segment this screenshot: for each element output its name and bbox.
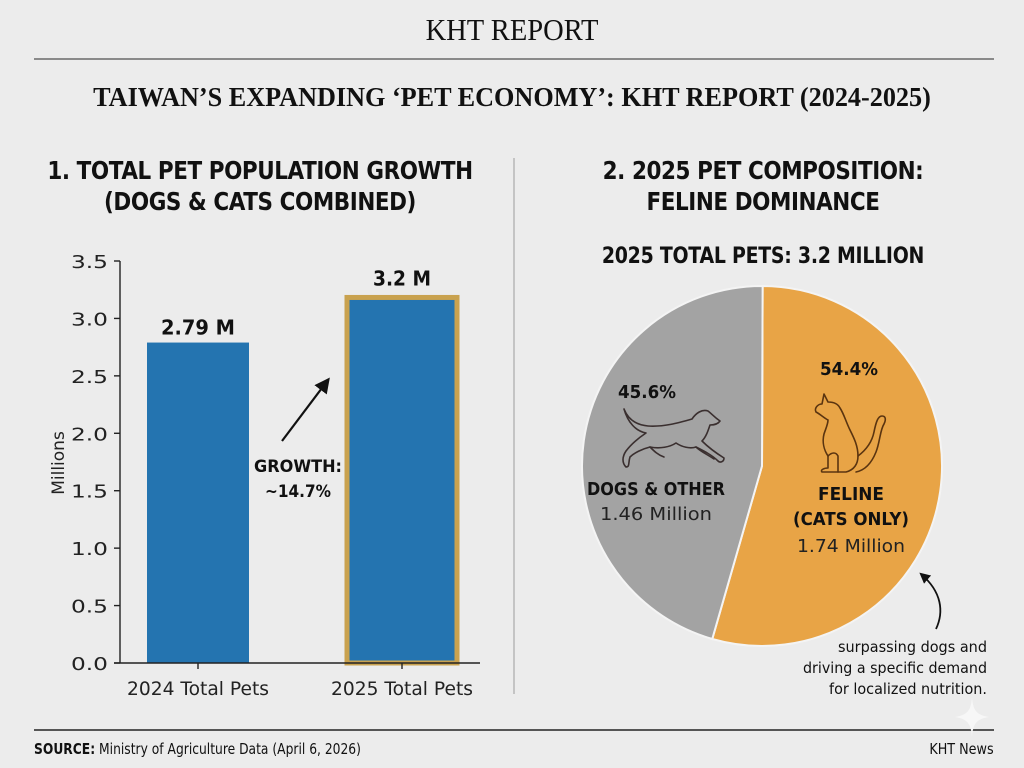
annotation-arrow (919, 572, 942, 630)
source-label: SOURCE: (34, 740, 96, 758)
section2-title-line1: 2. 2025 PET COMPOSITION: (602, 156, 924, 185)
y-axis: 0.0 0.5 1.0 1.5 2.0 2.5 3.0 3.5 (71, 252, 121, 675)
pie-slices (581, 284, 943, 647)
annotation-line-2: driving a specific demand (803, 659, 987, 677)
bar-data-label: 2.79 M (161, 316, 235, 340)
page-title: TAIWAN’S EXPANDING ‘PET ECONOMY’: KHT RE… (93, 82, 931, 112)
feline-percent-label: 54.4% (820, 359, 878, 380)
dogs-label: DOGS & OTHER (587, 479, 725, 500)
cat-icon (814, 393, 887, 473)
sparkle-icon (955, 697, 989, 737)
footer-brand: KHT News (929, 740, 994, 758)
y-tick-label: 2.0 (71, 424, 108, 445)
section-divider (513, 158, 515, 694)
section2-title: 2. 2025 PET COMPOSITION: FELINE DOMINANC… (548, 155, 978, 217)
footer-rule (34, 729, 994, 731)
bar-2024 (147, 342, 249, 663)
section1-title: 1. TOTAL PET POPULATION GROWTH (DOGS & C… (45, 155, 475, 217)
growth-annotation: GROWTH: ~14.7% (254, 377, 342, 502)
y-tick-label: 3.5 (71, 252, 108, 273)
y-tick-label: 0.5 (71, 597, 108, 618)
x-tick-label: 2024 Total Pets (127, 678, 269, 700)
header-rule (34, 58, 994, 60)
growth-value: ~14.7% (265, 482, 331, 502)
pie-chart: 45.6% DOGS & OTHER 1.46 Million 54.4% FE… (581, 284, 987, 698)
footer-source: SOURCE: Ministry of Agriculture Data (Ap… (34, 740, 361, 758)
section2-title-line2: FELINE DOMINANCE (646, 187, 880, 216)
bar-2025 (344, 294, 460, 666)
bar-data-label: 3.2 M (373, 266, 431, 290)
dog-icon (622, 408, 725, 468)
growth-arrow (281, 377, 330, 442)
y-tick-label: 0.0 (71, 654, 108, 675)
source-text: Ministry of Agriculture Data (April 6, 2… (99, 740, 361, 758)
y-tick-label: 1.0 (71, 539, 108, 560)
bar-chart: 0.0 0.5 1.0 1.5 2.0 2.5 3.0 3.5 2.79 M 3.2 M 202… (49, 252, 480, 700)
growth-label: GROWTH: (254, 457, 342, 477)
y-axis-label: Millions (49, 431, 69, 495)
masthead: KHT REPORT (425, 12, 599, 47)
pie-slice-dogs (581, 284, 764, 641)
dogs-value: 1.46 Million (600, 504, 712, 525)
annotation-line-1: surpassing dogs and (838, 638, 987, 656)
y-tick-label: 2.5 (71, 367, 108, 388)
section1-title-line1: 1. TOTAL PET POPULATION GROWTH (47, 156, 473, 185)
section1-title-line2: (DOGS & CATS COMBINED) (104, 187, 416, 216)
feline-label-line2: (CATS ONLY) (793, 509, 909, 530)
annotation-line-3: for localized nutrition. (829, 680, 987, 698)
y-tick-label: 3.0 (71, 309, 108, 330)
x-axis: 2024 Total Pets 2025 Total Pets (114, 662, 480, 700)
feline-label: FELINE (818, 484, 884, 505)
y-tick-label: 1.5 (71, 482, 108, 503)
feline-value: 1.74 Million (797, 536, 905, 557)
pie-subtitle: 2025 TOTAL PETS: 3.2 MILLION (601, 244, 925, 269)
dogs-percent-label: 45.6% (618, 382, 676, 403)
pie-slice-feline (711, 284, 943, 647)
x-tick-label: 2025 Total Pets (331, 678, 473, 700)
